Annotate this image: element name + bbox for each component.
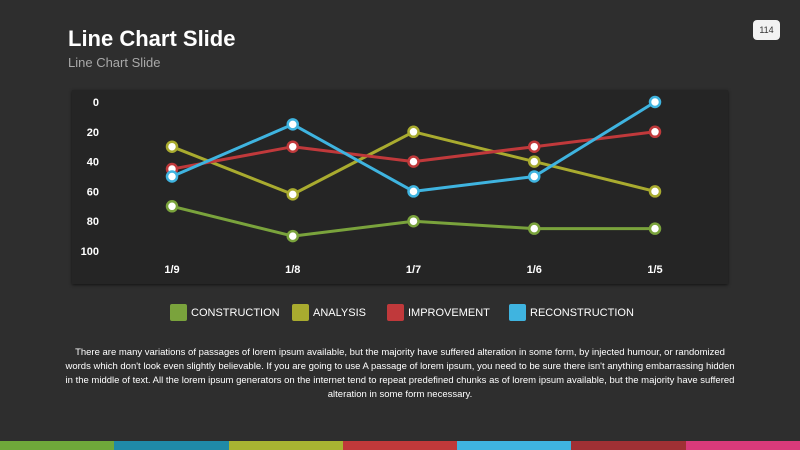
line-chart: 0 20 40 60 80 100 1/9 1/8 1/7 1/6 1/5 <box>81 95 663 276</box>
footer-segment <box>685 441 800 450</box>
data-point-analysis <box>528 155 541 168</box>
legend-item-analysis: ANALYSIS <box>292 304 366 321</box>
data-point-reconstruction <box>648 95 662 109</box>
data-point-improvement <box>528 140 541 153</box>
y-tick-label: 20 <box>87 127 99 139</box>
footer-segment <box>228 441 343 450</box>
legend-swatch <box>387 304 404 321</box>
y-tick-label: 40 <box>87 157 99 169</box>
y-tick-label: 100 <box>81 246 99 258</box>
footer-segment <box>342 441 458 450</box>
data-point-construction <box>165 200 179 213</box>
data-point-construction <box>648 222 662 235</box>
y-tick-label: 60 <box>87 186 99 198</box>
x-tick-label: 1/7 <box>406 264 421 276</box>
data-point-construction <box>286 229 299 243</box>
data-point-construction <box>407 214 420 228</box>
data-point-reconstruction <box>407 185 420 198</box>
body-paragraph: There are many variations of passages of… <box>65 347 735 400</box>
legend-swatch <box>292 304 309 321</box>
legend-swatch <box>509 304 526 321</box>
legend-swatch <box>170 304 187 321</box>
data-point-improvement <box>286 140 299 153</box>
footer-segment <box>0 441 115 450</box>
page-number-badge: 114 <box>753 20 780 40</box>
data-point-reconstruction <box>286 118 299 131</box>
data-point-analysis <box>407 125 420 139</box>
data-point-construction <box>528 222 541 235</box>
x-tick-label: 1/5 <box>647 264 662 276</box>
y-tick-label: 80 <box>87 216 99 228</box>
footer-color-bar <box>0 441 800 450</box>
footer-segment <box>571 441 686 450</box>
chart-panel <box>72 90 728 284</box>
data-point-analysis <box>648 185 662 198</box>
slide-title: Line Chart Slide <box>68 26 236 51</box>
x-tick-label: 1/8 <box>285 264 300 276</box>
x-tick-label: 1/9 <box>164 264 179 276</box>
data-point-reconstruction <box>528 170 541 183</box>
legend-item-construction: CONSTRUCTION <box>170 304 280 321</box>
legend-label: CONSTRUCTION <box>191 306 280 319</box>
legend-label: ANALYSIS <box>313 306 366 319</box>
y-tick-label: 0 <box>93 97 99 109</box>
series-line-reconstruction <box>171 100 656 193</box>
legend-label: RECONSTRUCTION <box>530 306 634 319</box>
legend-label: IMPROVEMENT <box>408 306 490 319</box>
legend-item-improvement: IMPROVEMENT <box>387 304 490 321</box>
data-point-improvement <box>407 155 420 168</box>
data-point-reconstruction <box>165 170 179 183</box>
x-tick-label: 1/6 <box>527 264 542 276</box>
data-point-improvement <box>648 125 662 139</box>
data-point-analysis <box>165 140 179 153</box>
legend-item-reconstruction: RECONSTRUCTION <box>509 304 634 321</box>
slide-subtitle: Line Chart Slide <box>68 55 161 70</box>
footer-segment <box>457 441 572 450</box>
footer-segment <box>114 441 229 450</box>
data-point-analysis <box>286 188 299 201</box>
